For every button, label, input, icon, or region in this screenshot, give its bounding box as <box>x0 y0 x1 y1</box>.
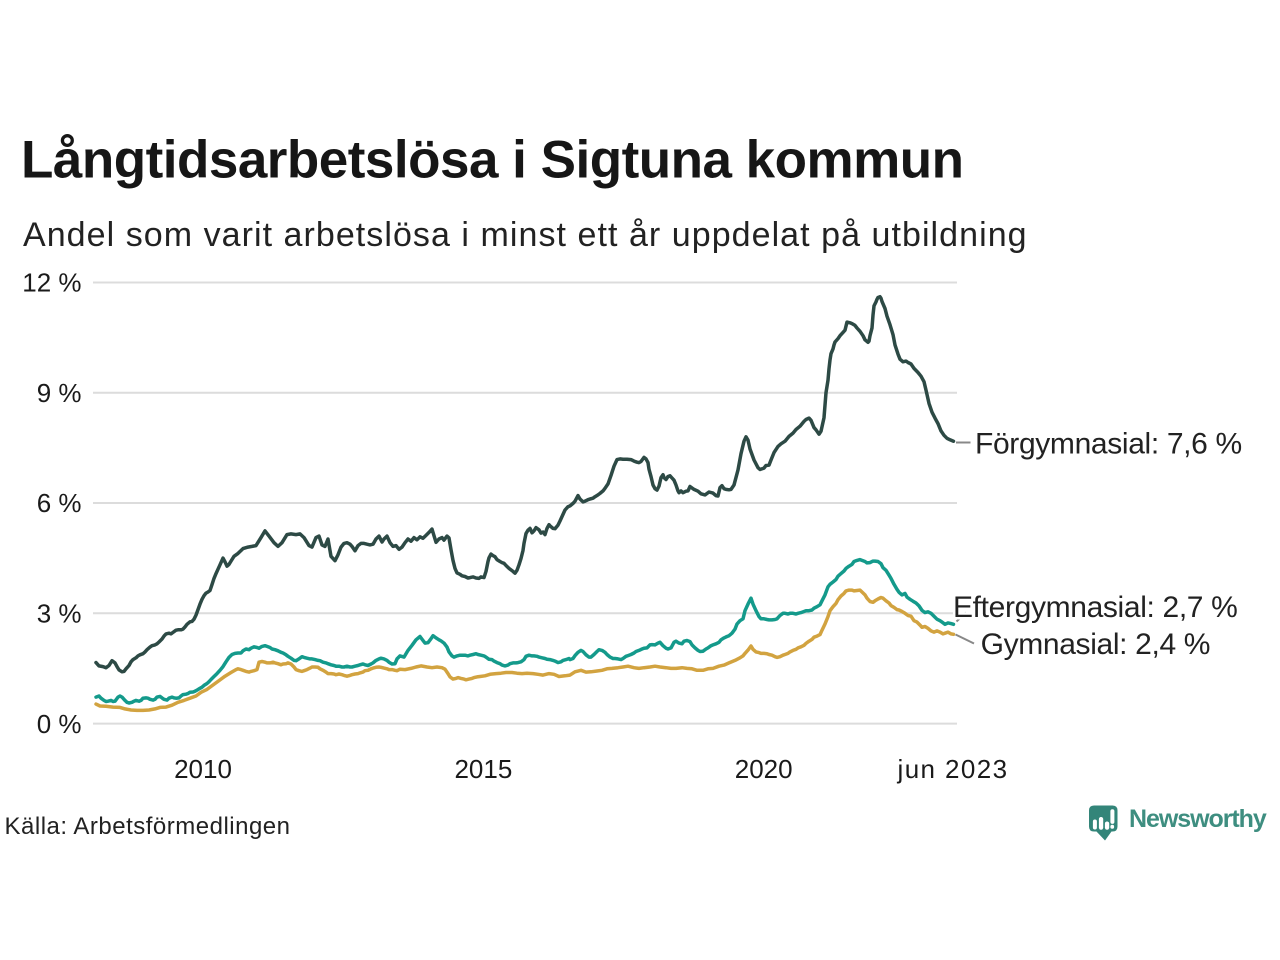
svg-text:Gymnasial: 2,4 %: Gymnasial: 2,4 % <box>981 628 1211 661</box>
svg-text:Andel som varit arbetslösa i m: Andel som varit arbetslösa i minst ett å… <box>23 216 1028 254</box>
svg-text:Långtidsarbetslösa i Sigtuna k: Långtidsarbetslösa i Sigtuna kommun <box>21 131 964 190</box>
svg-text:2020: 2020 <box>735 754 793 784</box>
svg-text:Förgymnasial: 7,6 %: Förgymnasial: 7,6 % <box>975 428 1242 461</box>
svg-text:2015: 2015 <box>454 754 512 784</box>
svg-text:12 %: 12 % <box>22 268 81 298</box>
svg-text:6 %: 6 % <box>37 488 82 518</box>
svg-text:2010: 2010 <box>174 754 232 784</box>
svg-text:jun 2023: jun 2023 <box>897 754 1009 784</box>
svg-text:9 %: 9 % <box>37 378 82 408</box>
svg-text:Newsworthy: Newsworthy <box>1129 805 1267 833</box>
svg-text:Källa: Arbetsförmedlingen: Källa: Arbetsförmedlingen <box>5 813 291 840</box>
svg-text:Eftergymnasial: 2,7 %: Eftergymnasial: 2,7 % <box>953 591 1237 624</box>
svg-text:3 %: 3 % <box>37 599 82 629</box>
svg-text:0 %: 0 % <box>37 709 82 739</box>
